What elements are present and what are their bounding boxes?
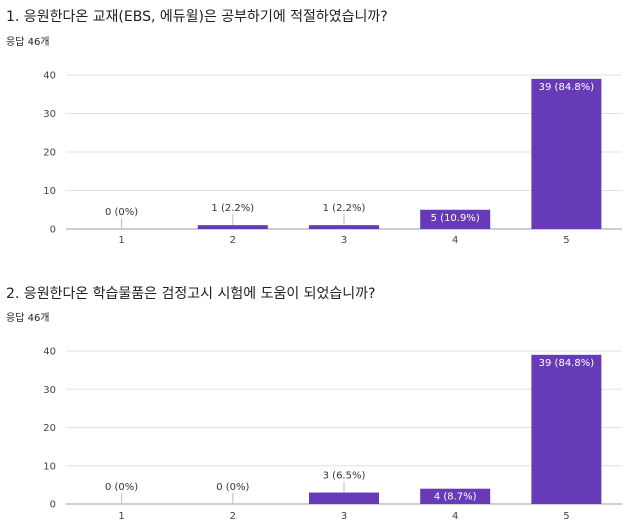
category-label: 2 [230, 235, 236, 246]
y-tick-label: 40 [43, 347, 56, 358]
y-tick-label: 10 [43, 461, 56, 472]
question-title-1: 1. 응원한다온 교재(EBS, 에듀윌)은 공부하기에 적절하였습니까? [6, 9, 388, 25]
data-label: 0 (0%) [216, 482, 249, 493]
category-label: 3 [341, 511, 347, 522]
bar[interactable] [309, 225, 379, 229]
data-label: 0 (0%) [105, 207, 138, 218]
bar-chart-2: 0 10 20 30 40 0 (0%) 1 0 (0%) 2 3 (6.5%) 3 4 (8.7%)… [43, 347, 622, 522]
bar[interactable] [420, 488, 491, 504]
category-label: 4 [452, 511, 458, 522]
y-tick-label: 0 [50, 500, 56, 511]
data-label: 1 (2.2%) [323, 203, 366, 214]
y-tick-label: 0 [50, 225, 56, 236]
bar-chart-1: 0 10 20 30 40 0 (0%) 1 1 (2.2%) 2 1 (2.2%) 3 5 (10.… [43, 71, 622, 246]
bar[interactable] [531, 354, 602, 504]
category-label: 2 [230, 511, 236, 522]
category-label: 4 [452, 235, 458, 246]
category-label: 1 [118, 235, 124, 246]
y-tick-label: 30 [43, 385, 56, 396]
data-label: 39 (84.8%) [539, 358, 595, 369]
y-tick-label: 10 [43, 186, 56, 197]
data-label: 1 (2.2%) [211, 203, 254, 214]
bar[interactable] [197, 225, 268, 229]
data-label: 4 (8.7%) [434, 492, 477, 503]
response-count-2: 응답 46개 [6, 313, 50, 324]
y-tick-label: 20 [43, 423, 56, 434]
category-label: 3 [341, 235, 347, 246]
bar[interactable] [309, 492, 379, 504]
data-label: 0 (0%) [105, 482, 138, 493]
bar[interactable] [420, 209, 491, 229]
bar[interactable] [531, 78, 602, 229]
category-label: 5 [563, 235, 569, 246]
category-label: 1 [118, 511, 124, 522]
data-label: 3 (6.5%) [323, 471, 366, 482]
category-label: 5 [563, 511, 569, 522]
response-count-1: 응답 46개 [6, 37, 50, 48]
data-label: 5 (10.9%) [431, 213, 480, 224]
y-tick-label: 30 [43, 109, 56, 120]
y-tick-label: 40 [43, 71, 56, 82]
data-label: 39 (84.8%) [539, 82, 595, 93]
question-title-2: 2. 응원한다온 학습물품은 검정고시 시험에 도움이 되었습니까? [6, 286, 376, 302]
y-tick-label: 20 [43, 148, 56, 159]
